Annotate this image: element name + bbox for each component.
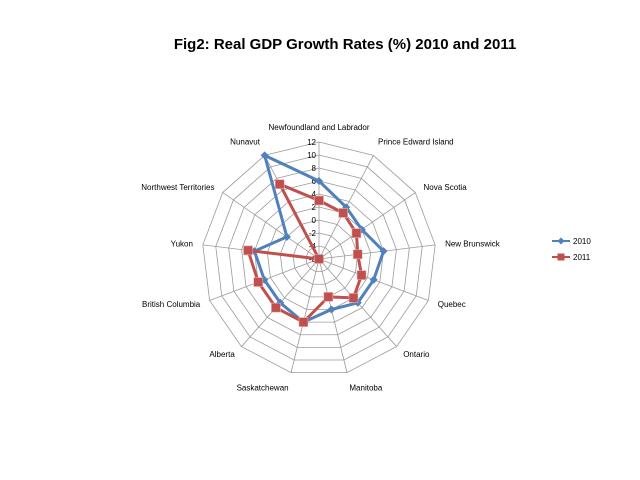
grid-ring [254,193,384,323]
grid-ring [266,206,372,310]
data-point-2010 [369,275,378,284]
grid-ring [202,141,436,374]
spoke [222,192,320,260]
grid-ring [279,219,359,298]
data-point-2011 [348,293,359,303]
grid-ring [215,154,423,361]
legend-marker-2010 [552,237,570,245]
data-point-2011 [323,292,334,302]
data-point-2011 [274,179,285,189]
legend: 2010 2011 [552,233,591,265]
radar-grid [202,141,436,374]
tick-label: 2 [312,203,317,212]
tick-label: 6 [312,177,317,186]
data-point-2011 [356,270,367,280]
category-label: Prince Edward Island [378,138,454,147]
grid-ring [305,245,333,273]
legend-item-2010: 2010 [552,233,591,249]
tick-label: 8 [312,164,317,173]
category-label: Yukon [171,240,193,249]
tick-label: 0 [312,216,317,225]
category-label: Nunavut [230,138,261,147]
data-point-2010 [315,177,323,185]
data-point-2011 [351,228,362,238]
data-point-2010 [260,151,269,160]
category-label: British Columbia [142,300,201,309]
category-label: Nova Scotia [424,183,468,192]
tick-label: 4 [312,190,317,199]
data-point-2011 [314,254,324,264]
data-point-2011 [243,245,253,256]
data-point-2011 [314,195,324,206]
category-label: Manitoba [349,383,382,392]
legend-item-2011: 2011 [552,249,591,265]
category-label: Alberta [209,350,235,359]
series-line-2010 [252,153,386,324]
legend-label-2011: 2011 [573,252,591,262]
grid-ring [228,167,410,348]
spoke [318,192,416,260]
category-labels: Newfoundland and Labrador Prince Edward I… [141,123,500,392]
category-label: Northwest Territories [141,183,214,192]
grid-ring [292,232,346,285]
spoke [290,258,320,373]
data-point-2011 [298,317,309,327]
category-label: Ontario [403,350,430,359]
data-point-2010 [282,232,291,241]
spoke [318,244,436,260]
legend-marker-2011 [552,253,570,261]
data-point-2010 [379,247,388,256]
data-point-2010 [327,305,336,314]
category-label: Newfoundland and Labrador [269,123,370,132]
tick-label: 10 [307,151,316,160]
series-lines [243,151,388,327]
category-label: New Brunswick [445,240,501,249]
data-point-2011 [352,249,363,260]
category-label: Quebec [438,300,466,309]
data-point-2011 [253,277,264,287]
chart-title: Fig2: Real GDP Growth Rates (%) 2010 and… [173,36,517,53]
data-point-2011 [271,302,281,313]
grid-ring [241,180,397,336]
category-label: Saskatchewan [237,383,289,392]
data-point-2011 [338,208,348,218]
spoke [318,258,348,373]
tick-label: 12 [307,138,316,147]
tick-label: -2 [309,229,317,238]
legend-label-2010: 2010 [573,236,591,246]
